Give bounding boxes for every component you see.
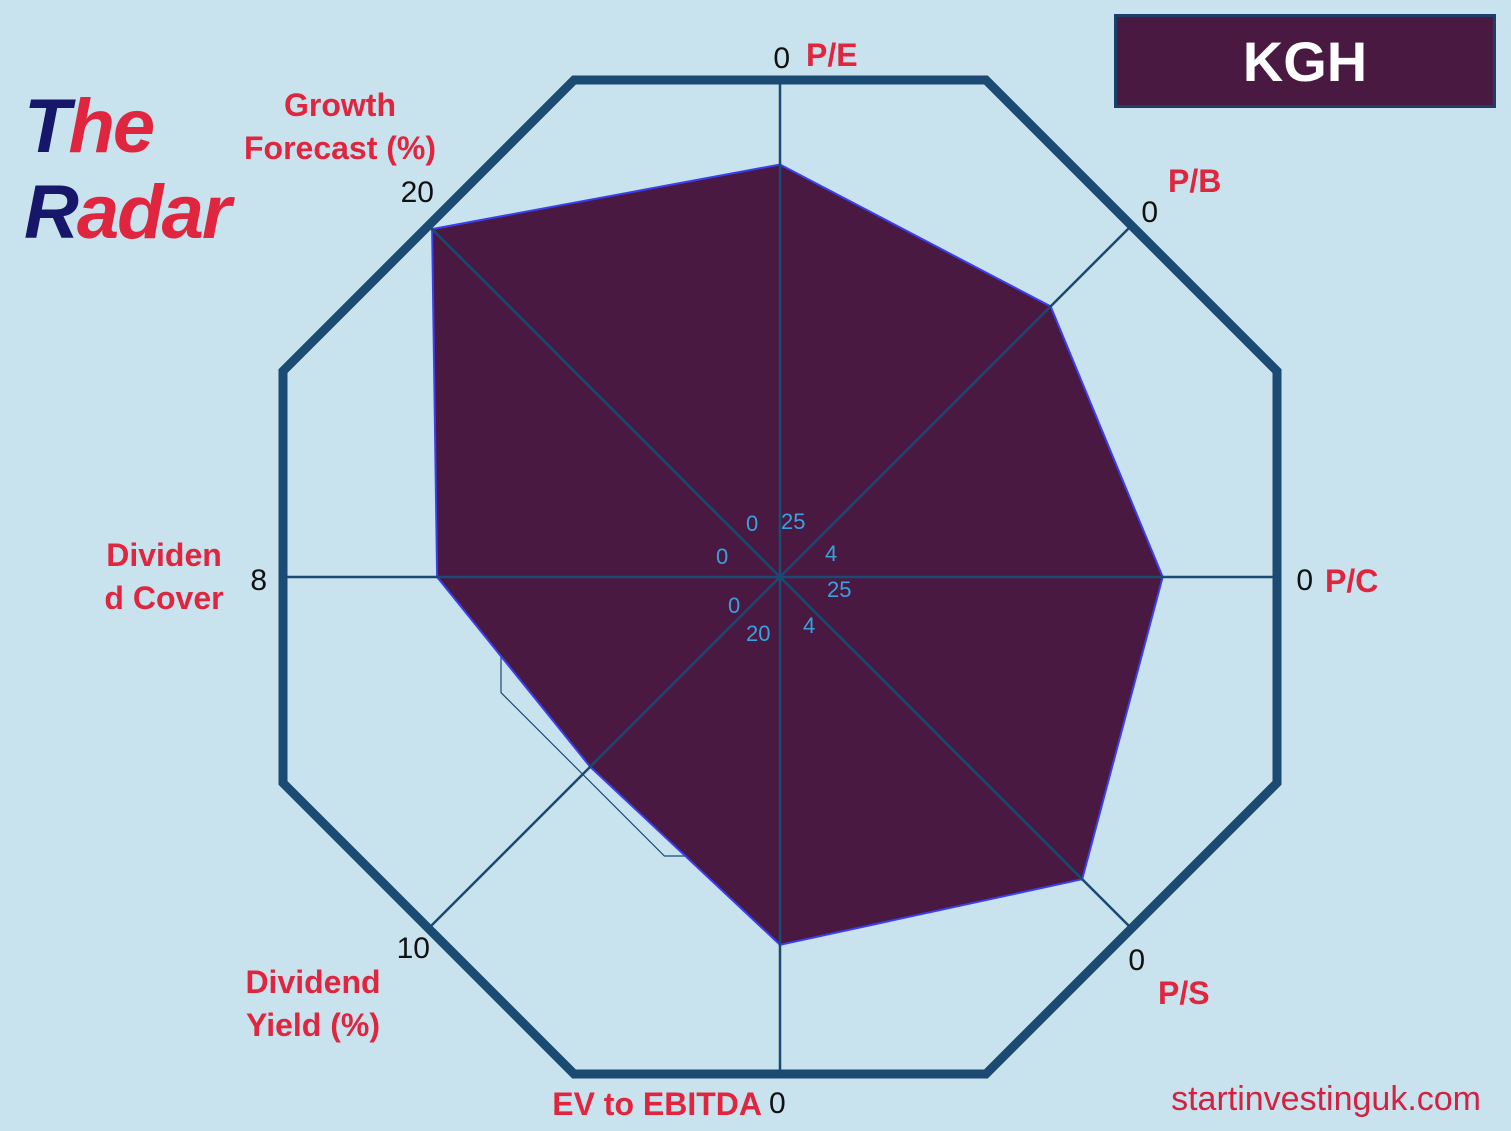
axis-label-6: Dividen d Cover bbox=[104, 537, 223, 616]
axis-label-2: P/C bbox=[1325, 563, 1378, 599]
outer-scale-label-3: 0 bbox=[1128, 944, 1145, 977]
axis-label-line: P/B bbox=[1168, 163, 1221, 199]
radar-axis-7 bbox=[427, 224, 781, 578]
outer-scale-label-1: 0 bbox=[1141, 196, 1158, 229]
center-scale-label-0: 25 bbox=[781, 509, 805, 534]
outer-scale-label-5: 10 bbox=[397, 932, 430, 965]
axis-label-5: Dividend Yield (%) bbox=[245, 964, 380, 1043]
outer-scale-label-4: 0 bbox=[769, 1087, 786, 1120]
center-scale-label-6: 0 bbox=[716, 544, 728, 569]
axis-label-line: Growth bbox=[284, 87, 396, 123]
center-scale-label-7: 0 bbox=[746, 511, 758, 536]
axis-label-line: Dividend bbox=[245, 964, 380, 1000]
axis-label-4: EV to EBITDA bbox=[552, 1086, 762, 1122]
axis-label-line: d Cover bbox=[104, 580, 223, 616]
center-scale-label-1: 4 bbox=[825, 541, 837, 566]
axis-label-line: Dividen bbox=[106, 537, 222, 573]
axis-label-7: Growth Forecast (%) bbox=[244, 87, 436, 166]
axis-label-1: P/B bbox=[1168, 163, 1221, 199]
radar-axis-3 bbox=[779, 576, 1133, 930]
brand-line-1: The bbox=[24, 84, 155, 169]
center-scale-label-3: 4 bbox=[803, 613, 815, 638]
axis-label-line: P/S bbox=[1158, 975, 1210, 1011]
brand-line-2: Radar bbox=[24, 170, 231, 255]
axis-label-line: EV to EBITDA bbox=[552, 1086, 762, 1122]
axis-label-line: Forecast (%) bbox=[244, 130, 436, 166]
radar-axis-5 bbox=[427, 576, 781, 930]
radar-axis-1 bbox=[779, 224, 1133, 578]
center-scale-label-2: 25 bbox=[827, 577, 851, 602]
center-scale-label-4: 20 bbox=[746, 621, 770, 646]
outer-scale-label-7: 20 bbox=[401, 176, 434, 209]
outer-scale-label-2: 0 bbox=[1296, 564, 1313, 597]
axis-label-3: P/S bbox=[1158, 975, 1210, 1011]
radar-axes bbox=[283, 80, 1277, 1074]
radar-outer-frame bbox=[278, 75, 1282, 1079]
ticker-badge: KGH bbox=[1114, 14, 1496, 108]
axis-label-line: P/C bbox=[1325, 563, 1378, 599]
axis-label-0: P/E bbox=[806, 37, 858, 73]
outer-scale-label-0: 0 bbox=[773, 42, 790, 75]
website-label: startinvestinguk.com bbox=[1171, 1080, 1481, 1118]
axis-label-line: Yield (%) bbox=[246, 1007, 380, 1043]
center-scale-label-5: 0 bbox=[728, 593, 740, 618]
brand-logo: The Radar bbox=[24, 84, 231, 256]
radar-shape-layer bbox=[430, 163, 1165, 947]
axis-label-line: P/E bbox=[806, 37, 858, 73]
outer-scale-label-6: 8 bbox=[250, 564, 267, 597]
radar-data-shape bbox=[431, 163, 1164, 946]
